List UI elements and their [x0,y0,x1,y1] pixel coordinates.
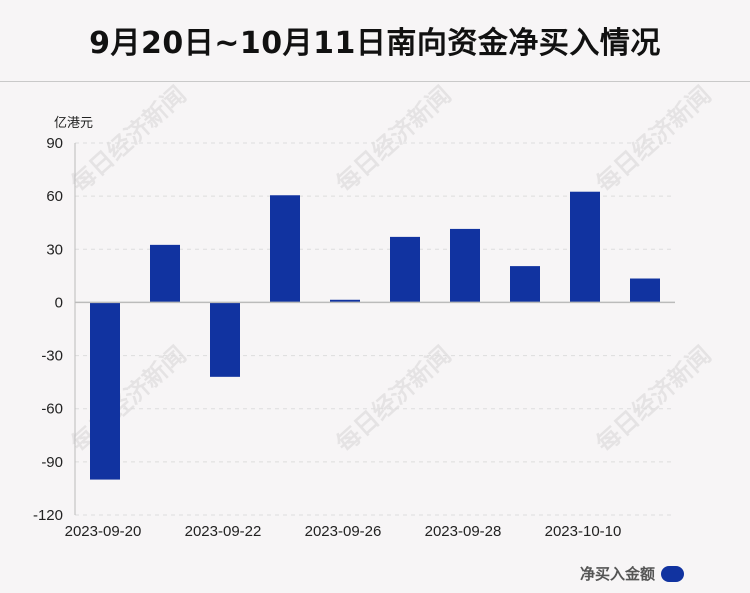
bar [330,299,360,303]
x-tick-label: 2023-09-20 [65,523,142,540]
bar [570,191,600,303]
bar [510,266,540,303]
chart-title: 9月20日~10月11日南向资金净买入情况 [89,26,661,61]
legend-swatch [661,565,684,582]
legend-label: 净买入金额 [579,565,655,583]
y-tick-label: -120 [33,507,63,524]
y-tick-label: 60 [46,188,63,205]
bar [390,236,420,303]
y-tick-label: 90 [46,135,63,152]
y-tick-label: 0 [55,294,63,311]
bar [90,302,120,480]
y-tick-label: -60 [41,401,63,418]
title-divider [0,81,750,82]
bar [630,278,660,303]
x-tick-label: 2023-09-26 [305,523,382,540]
bar [150,244,180,303]
bar [270,195,300,303]
x-tick-label: 2023-09-28 [425,523,502,540]
y-tick-label: -90 [41,454,63,471]
x-tick-label: 2023-09-22 [185,523,262,540]
bar [210,302,240,377]
y-tick-label: -30 [41,348,63,365]
x-tick-label: 2023-10-10 [545,523,622,540]
y-tick-label: 30 [46,241,63,258]
y-axis-unit-label: 亿港元 [54,116,94,131]
legend: 净买入金额 [580,563,684,584]
bar [450,228,480,303]
